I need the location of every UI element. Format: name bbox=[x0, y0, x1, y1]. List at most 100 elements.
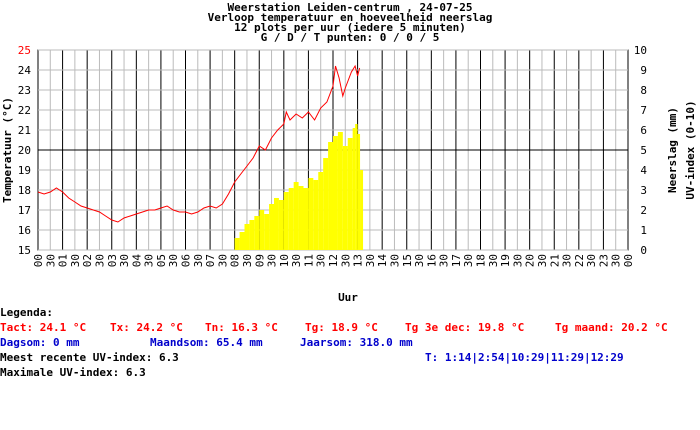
rain-bar bbox=[254, 216, 260, 250]
legend-tg3: Tg 3e dec: 19.8 °C bbox=[405, 321, 525, 334]
x-tick-half: 30 bbox=[241, 254, 254, 267]
x-tick-hour: 17 bbox=[450, 254, 463, 267]
x-tick-half: 30 bbox=[438, 254, 451, 267]
x-tick-hour: 02 bbox=[81, 254, 94, 267]
x-tick-half: 30 bbox=[118, 254, 131, 267]
rain-bar bbox=[323, 158, 329, 250]
legend: Legenda: Tact: 24.1 °C Tx: 24.2 °C Tn: 1… bbox=[0, 304, 700, 430]
title-line-3: 12 plots per uur (iedere 5 minuten) bbox=[234, 21, 466, 34]
x-tick-hour: 22 bbox=[573, 254, 586, 267]
legend-uv-max: Maximale UV-index: 6.3 bbox=[0, 366, 146, 379]
rain-bar bbox=[360, 170, 364, 250]
x-tick-hour: 01 bbox=[57, 254, 70, 267]
y-axis-label-right-1: Neerslag (mm) bbox=[666, 107, 679, 193]
left-axis-ticks: 15 16 17 18 19 20 21 22 23 24 25 bbox=[18, 44, 32, 257]
x-tick-half: 30 bbox=[388, 254, 401, 267]
x-tick-hour: 05 bbox=[155, 254, 168, 267]
rain-bar bbox=[342, 146, 348, 250]
x-tick-hour: 13 bbox=[352, 254, 365, 267]
right-axis-ticks: 0 1 2 3 4 5 6 7 8 9 10 bbox=[634, 44, 648, 257]
x-tick-hour: 18 bbox=[475, 254, 488, 267]
y-tick-left: 18 bbox=[18, 184, 31, 197]
rain-bar bbox=[259, 210, 265, 250]
x-tick-half: 30 bbox=[364, 254, 377, 267]
x-axis-ticks: 00 30 01 30 02 30 03 30 04 30 05 30 06 30 07 30 08 30 09 30… bbox=[32, 254, 635, 268]
y-tick-left: 24 bbox=[18, 64, 32, 77]
legend-heading: Legenda: bbox=[0, 306, 53, 319]
x-tick-half: 30 bbox=[487, 254, 500, 267]
rain-bar bbox=[333, 136, 338, 250]
y-tick-left: 25 bbox=[18, 44, 31, 57]
x-tick-half: 30 bbox=[610, 254, 623, 267]
title-line-2: Verloop temperatuur en hoeveelheid neers… bbox=[208, 11, 493, 24]
x-tick-half: 30 bbox=[315, 254, 328, 267]
y-tick-right: 9 bbox=[640, 64, 647, 77]
y-axis-label-right-2: UV-index (0-10) bbox=[684, 100, 697, 199]
x-tick-hour: 07 bbox=[204, 254, 217, 267]
y-tick-right: 3 bbox=[640, 184, 647, 197]
legend-dagsom: Dagsom: 0 mm bbox=[0, 336, 80, 349]
rain-bar bbox=[293, 182, 299, 250]
rain-bar bbox=[337, 132, 343, 250]
x-tick-hour: 19 bbox=[499, 254, 512, 267]
y-tick-left: 17 bbox=[18, 204, 31, 217]
y-tick-left: 19 bbox=[18, 164, 31, 177]
x-axis-label: Uur bbox=[338, 291, 358, 304]
rain-bar bbox=[318, 172, 324, 250]
legend-jaarsom: Jaarsom: 318.0 mm bbox=[300, 336, 413, 349]
x-tick-hour: 04 bbox=[130, 254, 143, 268]
rain-bar bbox=[249, 220, 255, 250]
rain-bar bbox=[347, 138, 353, 250]
rain-bar bbox=[244, 224, 250, 250]
x-tick-half: 30 bbox=[290, 254, 303, 267]
x-tick-half: 30 bbox=[561, 254, 574, 267]
temperature-series bbox=[37, 64, 361, 223]
y-tick-left: 22 bbox=[18, 104, 31, 117]
rain-bar bbox=[352, 128, 356, 250]
y-tick-right: 4 bbox=[640, 164, 647, 177]
legend-maandsom: Maandsom: 65.4 mm bbox=[150, 336, 263, 349]
x-tick-hour: 00 bbox=[32, 254, 45, 267]
rain-series bbox=[234, 124, 364, 250]
x-tick-hour: 20 bbox=[524, 254, 537, 267]
x-tick-hour: 09 bbox=[253, 254, 266, 267]
x-tick-hour: 12 bbox=[327, 254, 340, 267]
x-tick-half: 30 bbox=[413, 254, 426, 267]
y-tick-left: 15 bbox=[18, 244, 31, 257]
x-tick-half: 30 bbox=[143, 254, 156, 267]
title-line-4: G / D / T punten: 0 / 0 / 5 bbox=[261, 31, 440, 44]
x-tick-half: 30 bbox=[69, 254, 82, 267]
rain-bar bbox=[313, 180, 319, 250]
x-tick-half: 30 bbox=[266, 254, 279, 267]
y-tick-right: 0 bbox=[640, 244, 647, 257]
y-tick-left: 21 bbox=[18, 124, 31, 137]
rain-bar bbox=[234, 238, 240, 250]
rain-bar bbox=[264, 214, 270, 250]
x-tick-hour: 06 bbox=[180, 254, 193, 267]
x-tick-hour: 00 bbox=[622, 254, 635, 267]
y-tick-right: 10 bbox=[634, 44, 647, 57]
x-tick-hour: 23 bbox=[597, 254, 610, 267]
x-tick-half: 30 bbox=[167, 254, 180, 267]
y-tick-right: 5 bbox=[640, 144, 647, 157]
temperature-line bbox=[37, 64, 361, 223]
y-tick-right: 6 bbox=[640, 124, 647, 137]
x-tick-hour: 21 bbox=[548, 254, 561, 267]
rain-bar bbox=[357, 134, 361, 250]
x-tick-half: 30 bbox=[216, 254, 229, 267]
y-tick-right: 2 bbox=[640, 204, 647, 217]
rain-bar bbox=[283, 192, 289, 250]
title-line-1: Weerstation Leiden-centrum , 24-07-25 bbox=[227, 1, 472, 14]
legend-uv-recent: Meest recente UV-index: 6.3 bbox=[0, 351, 179, 364]
rain-bar bbox=[239, 232, 245, 250]
y-tick-right: 7 bbox=[640, 104, 647, 117]
x-tick-hour: 08 bbox=[229, 254, 242, 267]
legend-tact: Tact: 24.1 °C bbox=[0, 321, 87, 334]
temperature-chart: Weerstation Leiden-centrum , 24-07-25 Ve… bbox=[1, 1, 697, 304]
legend-tg: Tg: 18.9 °C bbox=[305, 321, 378, 334]
x-tick-half: 30 bbox=[192, 254, 205, 267]
x-tick-half: 30 bbox=[536, 254, 549, 267]
rain-bar bbox=[298, 186, 304, 250]
rain-bar bbox=[328, 142, 333, 250]
x-tick-hour: 11 bbox=[302, 254, 315, 267]
